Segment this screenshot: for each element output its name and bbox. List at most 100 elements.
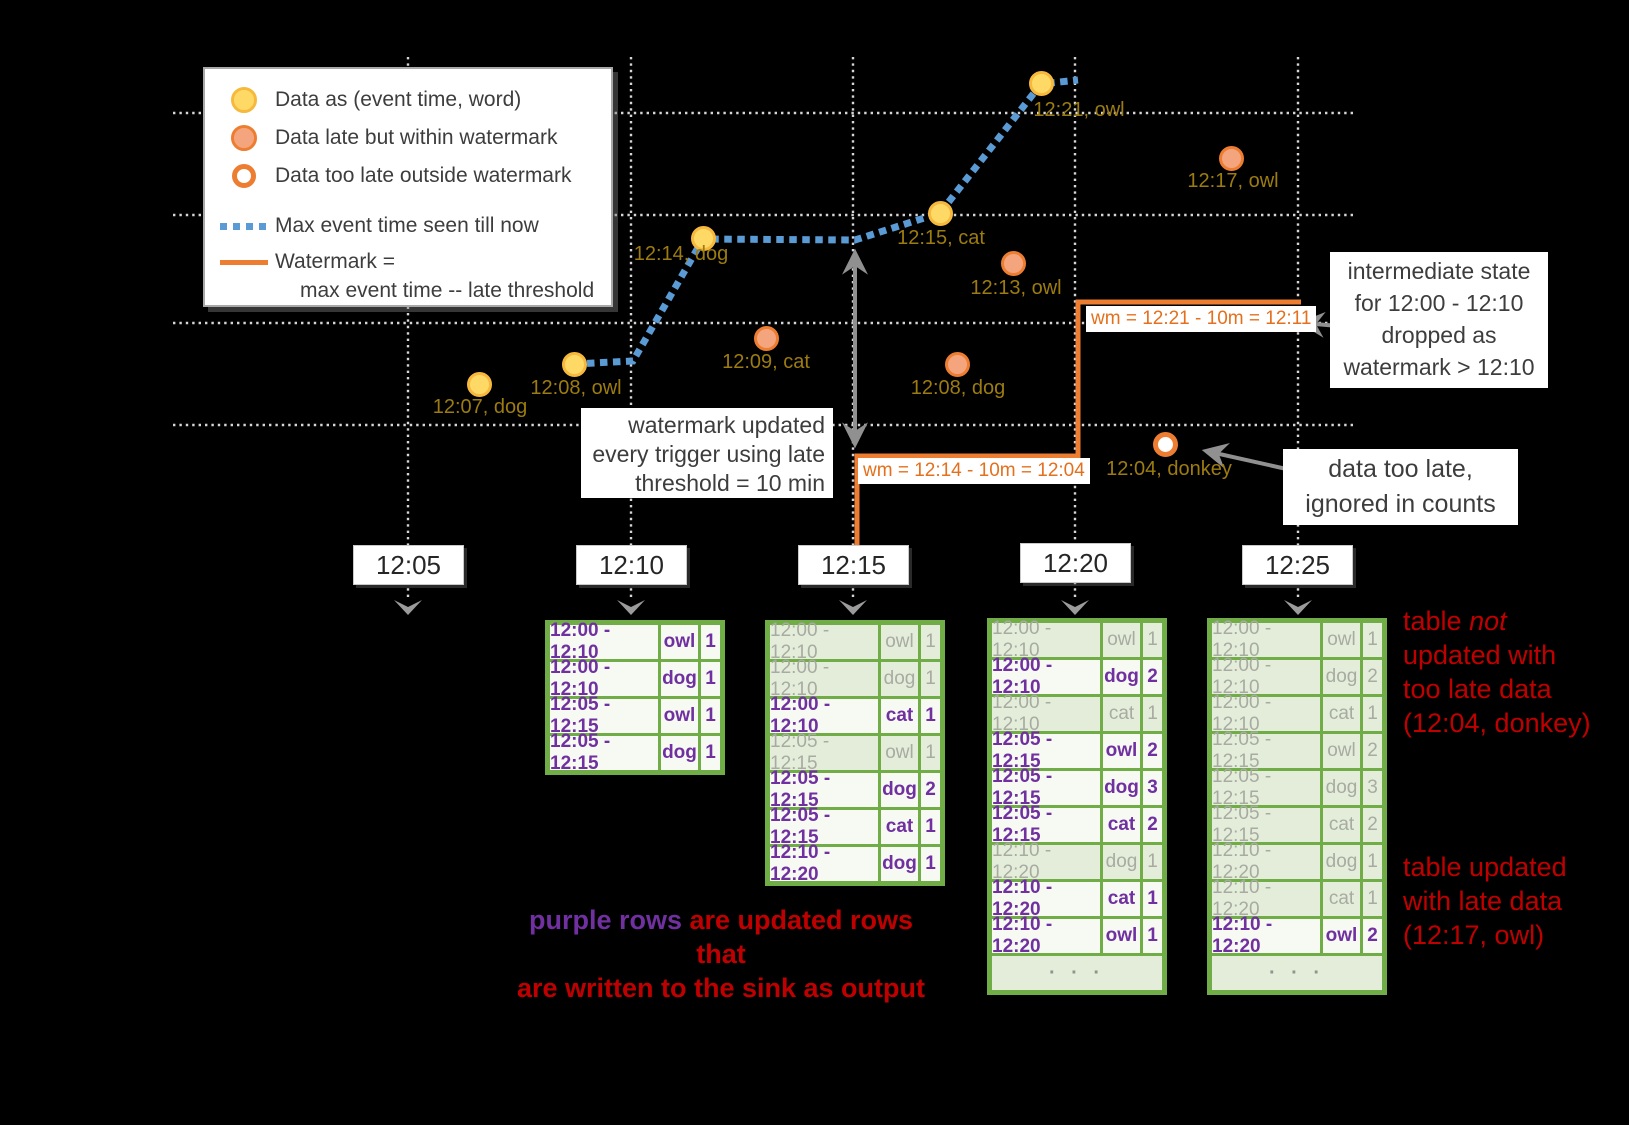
table-row: 12:05 - 12:15 owl 1 — [770, 731, 940, 774]
data-point-label: 12:14, dog — [633, 243, 729, 265]
legend-item-continued: max event time -- late threshold — [205, 279, 611, 309]
data-point-1209-cat — [753, 325, 779, 351]
table-cell: 12:10 - 12:20 — [992, 840, 1100, 883]
table-row: 12:00 - 12:10 owl 1 — [550, 620, 720, 663]
table-cell: 1 — [701, 699, 720, 733]
table-cell: 1 — [1143, 697, 1162, 731]
table-row: 12:00 - 12:10 dog 1 — [770, 657, 940, 700]
table-cell: dog — [1103, 845, 1140, 879]
table-cell: cat — [1323, 808, 1360, 842]
data-point-label: 12:15, cat — [897, 227, 985, 249]
data-point-label: 12:08, owl — [530, 377, 622, 399]
table-row: 12:00 - 12:10 dog 1 — [550, 657, 720, 700]
table-cell: 12:00 - 12:10 — [992, 618, 1100, 661]
purple-rows-highlight: purple rows — [528, 905, 682, 935]
table-cell: 12:05 - 12:15 — [992, 803, 1100, 846]
table-cell: cat — [1323, 882, 1360, 916]
table-row: 12:10 - 12:20 dog 1 — [1212, 840, 1382, 883]
table-row: 12:05 - 12:15 cat 2 — [992, 803, 1162, 846]
data-point-1213-owl — [1000, 250, 1026, 276]
data-point-1204-donkey — [1152, 431, 1178, 457]
note-table-not-updated: table not updated with too late data (12… — [1403, 606, 1591, 738]
table-cell: 1 — [701, 662, 720, 696]
on-time-point-icon — [213, 87, 275, 113]
table-cell: 12:10 - 12:20 — [992, 914, 1100, 957]
table-cell: 2 — [1143, 660, 1162, 694]
data-point-label: 12:17, owl — [1187, 170, 1279, 192]
table-row: 12:05 - 12:15 owl 2 — [992, 729, 1162, 772]
trigger-time-1210: 12:10 — [576, 545, 687, 585]
table-row: 12:05 - 12:15 cat 2 — [1212, 803, 1382, 846]
table-cell: 12:00 - 12:10 — [1212, 655, 1320, 698]
table-row: 12:05 - 12:15 dog 1 — [550, 731, 720, 774]
table-row: 12:00 - 12:10 owl 1 — [1212, 618, 1382, 661]
trigger-arrow-1215 — [839, 600, 867, 615]
table-row-ellipsis: · · · — [1212, 956, 1382, 990]
data-point-1207-dog — [466, 371, 492, 397]
table-cell: dog — [1103, 771, 1140, 805]
legend: Data as (event time, word) Data late but… — [203, 67, 613, 307]
table-cell: 1 — [1143, 845, 1162, 879]
table-cell: 2 — [1363, 734, 1382, 768]
data-point-label: 12:09, cat — [722, 351, 810, 373]
watermark-value-label-1220: wm = 12:21 - 10m = 12:11 — [1086, 306, 1317, 332]
table-cell: 1 — [921, 625, 940, 659]
table-row: 12:10 - 12:20 owl 2 — [1212, 914, 1382, 957]
table-row: 12:00 - 12:10 cat 1 — [992, 692, 1162, 735]
table-row: 12:05 - 12:15 dog 2 — [770, 768, 940, 811]
result-table-1225: 12:00 - 12:10 owl 1 12:00 - 12:10 dog 2 12:00 … — [1207, 618, 1387, 995]
data-point-label: 12:21, owl — [1033, 99, 1125, 121]
table-cell: owl — [1103, 734, 1140, 768]
table-cell: 12:00 - 12:10 — [550, 657, 658, 700]
table-cell: owl — [661, 699, 698, 733]
table-cell: 1 — [1363, 845, 1382, 879]
table-row: 12:00 - 12:10 cat 1 — [1212, 692, 1382, 735]
table-cell: 12:10 - 12:20 — [1212, 877, 1320, 920]
table-row: 12:10 - 12:20 dog 1 — [770, 842, 940, 885]
table-cell: 12:05 - 12:15 — [1212, 729, 1320, 772]
table-cell: 2 — [1143, 734, 1162, 768]
trigger-time-1205: 12:05 — [353, 545, 464, 585]
trigger-time-1220: 12:20 — [1020, 543, 1131, 583]
data-point-1221-owl — [1028, 70, 1054, 96]
table-cell: 1 — [921, 736, 940, 770]
legend-label: Data too late outside watermark — [275, 164, 572, 187]
data-point-1217-owl — [1218, 145, 1244, 171]
table-cell: 2 — [1143, 808, 1162, 842]
note-table-updated: table updated with late data (12:17, owl… — [1403, 852, 1567, 950]
table-cell: 3 — [1143, 771, 1162, 805]
table-cell: 1 — [921, 699, 940, 733]
data-point-1208-dog — [944, 351, 970, 377]
table-cell: 12:05 - 12:15 — [770, 805, 878, 848]
table-row: 12:00 - 12:10 owl 1 — [770, 620, 940, 663]
table-cell: owl — [1323, 734, 1360, 768]
table-cell: dog — [661, 736, 698, 770]
note-purple-rows: purple rows are updated rows that are wr… — [516, 905, 926, 1003]
table-row: 12:10 - 12:20 cat 1 — [992, 877, 1162, 920]
too-late-point-icon — [213, 164, 275, 188]
data-point-label: 12:13, owl — [970, 277, 1062, 299]
table-row: 12:00 - 12:10 dog 2 — [992, 655, 1162, 698]
legend-label: Watermark = — [275, 250, 395, 273]
table-cell: 12:05 - 12:15 — [550, 731, 658, 774]
table-cell: owl — [1103, 623, 1140, 657]
trigger-time-1225: 12:25 — [1242, 545, 1353, 585]
table-cell: 12:05 - 12:15 — [770, 731, 878, 774]
legend-label: max event time -- late threshold — [300, 279, 595, 302]
table-row-ellipsis: · · · — [992, 956, 1162, 990]
table-cell: 1 — [1143, 882, 1162, 916]
table-cell: owl — [881, 736, 918, 770]
table-cell: cat — [881, 699, 918, 733]
max-event-time-line — [573, 76, 1079, 368]
table-cell: owl — [1323, 919, 1360, 953]
table-row: 12:10 - 12:20 owl 1 — [992, 914, 1162, 957]
data-point-1214-dog — [690, 225, 716, 251]
callout-watermark-updated: watermark updated every trigger using la… — [581, 408, 833, 498]
table-cell: 1 — [701, 736, 720, 770]
table-cell: 1 — [921, 662, 940, 696]
table-cell: 12:10 - 12:20 — [770, 842, 878, 885]
table-row: 12:05 - 12:15 owl 2 — [1212, 729, 1382, 772]
table-cell: 12:00 - 12:10 — [992, 692, 1100, 735]
table-cell: 12:05 - 12:15 — [992, 729, 1100, 772]
